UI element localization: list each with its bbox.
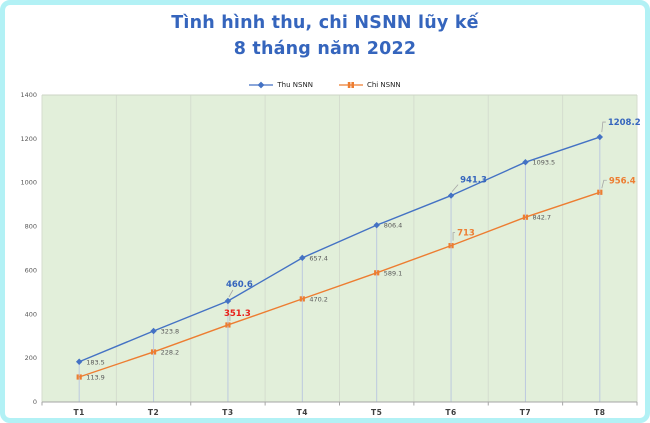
y-axis-tick-label: 400 bbox=[25, 310, 37, 318]
thu-nsnn-point-marker[interactable] bbox=[596, 133, 604, 141]
thu-nsnn-point-marker[interactable] bbox=[447, 192, 455, 199]
chi-nsnn-point-marker[interactable] bbox=[451, 243, 454, 249]
chart-title: Tình hình thu, chi NSNN lũy kế 8 tháng n… bbox=[5, 10, 645, 62]
chi-nsnn-point-marker[interactable] bbox=[299, 296, 302, 302]
thu-nsnn-data-label: 1093.5 bbox=[532, 159, 555, 167]
chi-nsnn-data-label: 113.9 bbox=[86, 374, 105, 382]
thu-nsnn-point-marker[interactable] bbox=[373, 221, 380, 229]
chart-title-line2: 8 tháng năm 2022 bbox=[233, 39, 417, 59]
chart-legend: Thu NSNN Chi NSNN bbox=[5, 78, 645, 92]
chi-nsnn-point-marker[interactable] bbox=[302, 296, 305, 302]
thu-nsnn-data-label: 806.4 bbox=[384, 222, 403, 230]
legend-item-thu-nsnn[interactable]: Thu NSNN bbox=[249, 81, 313, 89]
chi-nsnn-point-marker[interactable] bbox=[153, 349, 157, 355]
plot-area: 183.5 323.8 460.6 657.4 806.4 941.3 1093.5 1208… bbox=[20, 91, 641, 417]
callout-leader-line bbox=[452, 232, 456, 241]
chi-nsnn-point-marker[interactable] bbox=[76, 374, 79, 380]
thu-nsnn-data-label: 657.4 bbox=[309, 254, 328, 262]
chi-nsnn-point-marker[interactable] bbox=[448, 243, 451, 249]
chi-nsnn-point-marker[interactable] bbox=[525, 214, 529, 220]
chi-nsnn-point-marker[interactable] bbox=[225, 322, 228, 328]
chi-nsnn-data-label: 228.2 bbox=[161, 348, 180, 356]
thu-nsnn-callout-label: 941.3 bbox=[460, 176, 487, 186]
x-axis-category-label: T6 bbox=[445, 408, 456, 417]
y-axis-tick-label: 600 bbox=[25, 266, 37, 274]
chart-title-line1: Tình hình thu, chi NSNN lũy kế bbox=[171, 13, 479, 33]
chi-nsnn-point-marker[interactable] bbox=[522, 214, 526, 220]
chi-nsnn-callout-label: 351.3 bbox=[224, 309, 251, 319]
chi-nsnn-point-marker[interactable] bbox=[597, 189, 600, 195]
thu-line-diamond-icon bbox=[249, 81, 274, 89]
chi-nsnn-point-marker[interactable] bbox=[228, 322, 231, 328]
chi-nsnn-data-label: 470.2 bbox=[309, 295, 328, 303]
y-axis-tick-label: 1000 bbox=[20, 179, 37, 187]
chi-nsnn-callout-label: 956.4 bbox=[609, 176, 636, 186]
legend-label-thu-nsnn: Thu NSNN bbox=[277, 81, 313, 89]
thu-nsnn-point-marker[interactable] bbox=[522, 159, 529, 166]
x-axis-category-label: T4 bbox=[297, 408, 308, 417]
legend-item-chi-nsnn[interactable]: Chi NSNN bbox=[338, 81, 401, 89]
chi-nsnn-point-marker[interactable] bbox=[79, 374, 82, 380]
chi-line-square-icon bbox=[338, 82, 363, 88]
thu-nsnn-line bbox=[78, 136, 601, 363]
chi-nsnn-point-marker[interactable] bbox=[374, 270, 377, 276]
x-axis-category-label: T3 bbox=[222, 408, 233, 417]
x-axis-category-label: T2 bbox=[148, 408, 159, 417]
chi-nsnn-data-label: 589.1 bbox=[384, 269, 403, 277]
x-axis-category-label: T8 bbox=[594, 408, 605, 417]
x-axis-category-label: T7 bbox=[520, 408, 531, 417]
x-axis-category-label: T1 bbox=[74, 408, 85, 417]
y-axis-tick-label: 800 bbox=[25, 223, 37, 231]
thu-nsnn-point-marker[interactable] bbox=[75, 358, 83, 365]
chi-nsnn-data-label: 842.7 bbox=[532, 214, 551, 222]
callout-leader-line bbox=[601, 179, 607, 189]
thu-nsnn-point-marker[interactable] bbox=[299, 254, 306, 262]
thu-nsnn-callout-label: 1208.2 bbox=[608, 118, 641, 128]
y-axis-tick-label: 200 bbox=[25, 354, 37, 362]
callout-leader-line bbox=[451, 184, 459, 192]
thu-nsnn-data-label: 323.8 bbox=[161, 327, 180, 335]
thu-nsnn-point-marker[interactable] bbox=[224, 297, 232, 305]
callout-leader-line bbox=[601, 121, 606, 133]
chi-nsnn-point-marker[interactable] bbox=[600, 189, 603, 195]
thu-nsnn-data-label: 183.5 bbox=[86, 358, 105, 366]
thu-nsnn-point-marker[interactable] bbox=[150, 327, 157, 335]
chi-nsnn-callout-label: 713 bbox=[457, 229, 475, 239]
legend-label-chi-nsnn: Chi NSNN bbox=[366, 81, 401, 89]
chi-nsnn-point-marker[interactable] bbox=[377, 270, 380, 276]
chi-nsnn-line bbox=[78, 191, 601, 378]
x-axis-category-label: T5 bbox=[371, 408, 382, 417]
y-axis-tick-label: 0 bbox=[33, 398, 37, 406]
chi-nsnn-point-marker[interactable] bbox=[150, 349, 154, 355]
callout-leader-line bbox=[228, 289, 234, 298]
y-axis-tick-label: 1200 bbox=[20, 135, 37, 143]
y-axis-tick-label: 1400 bbox=[20, 91, 37, 99]
thu-nsnn-callout-label: 460.6 bbox=[226, 280, 253, 290]
